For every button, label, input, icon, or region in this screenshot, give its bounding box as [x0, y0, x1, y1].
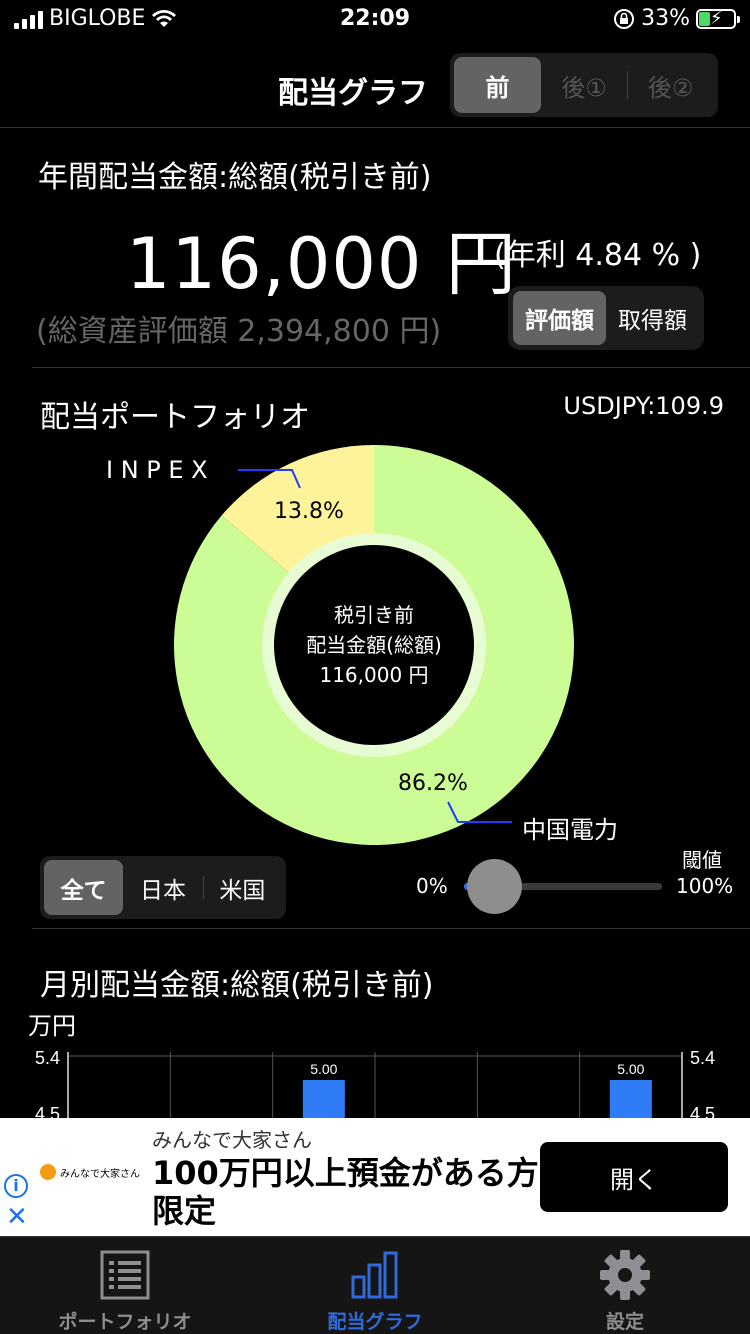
monthly-bar-chart: 5.00 5.00 5.4 4.5 5.4 4.5 — [35, 1048, 715, 1120]
monthly-bar — [609, 1080, 652, 1120]
annual-rate: (年利 4.84 % ) — [494, 238, 702, 273]
segment-after-2[interactable]: 後② — [627, 57, 714, 113]
wifi-icon — [152, 9, 177, 27]
list-icon — [100, 1250, 150, 1300]
donut-center-text: 税引き前 配当金額(総額) 116,000 円 — [274, 600, 474, 690]
ad-logo: みんなで大家さん — [40, 1164, 140, 1180]
monthly-bar-label: 5.00 — [617, 1061, 644, 1077]
tab-settings[interactable]: 設定 — [500, 1237, 750, 1334]
filter-japan[interactable]: 日本 — [139, 877, 186, 904]
inpex-leader-line — [238, 469, 301, 489]
battery-fill — [699, 11, 711, 26]
usdjpy-rate: USDJPY:109.9 — [563, 392, 724, 420]
center-line-3: 116,000 円 — [319, 663, 429, 687]
battery-icon: ⚡ — [696, 8, 740, 29]
divider — [32, 928, 750, 929]
threshold-slider-track[interactable] — [464, 883, 662, 890]
legend-chugoku: 中国電力 — [522, 816, 618, 844]
tab-settings-label: 設定 — [605, 1311, 644, 1333]
ad-logo-mark-icon — [40, 1164, 56, 1180]
ad-banner[interactable]: i ✕ みんなで大家さん みんなで大家さん 100万円以上預金がある方限定 開く — [0, 1118, 750, 1236]
nav-bar: 配当グラフ 前 後① 後② — [0, 50, 750, 128]
gear-icon — [600, 1250, 650, 1300]
tab-portfolio-label: ポートフォリオ — [58, 1311, 192, 1333]
region-filter: 全て 日本 米国 — [40, 856, 286, 919]
slider-max-label: 100% — [676, 874, 734, 898]
center-line-1: 税引き前 — [334, 603, 414, 627]
segment-after-1[interactable]: 後① — [561, 73, 607, 102]
ad-headline: 100万円以上預金がある方限定 — [152, 1154, 539, 1230]
segment-before[interactable]: 前 — [454, 57, 541, 113]
legend-inpex: I N P E X — [106, 456, 208, 484]
status-left: BIGLOBE — [14, 6, 177, 31]
clock: 22:09 — [339, 6, 411, 31]
threshold-label: 閾値 — [682, 848, 722, 872]
monthly-bar — [302, 1080, 345, 1120]
slice-label-inpex: 13.8% — [274, 499, 344, 524]
slice-label-chugoku: 86.2% — [398, 771, 468, 796]
toggle-valuation[interactable]: 評価額 — [513, 291, 606, 345]
valuation-toggle: 評価額 取得額 — [508, 286, 704, 350]
signal-icon — [14, 9, 43, 29]
y-tick-left-bottom: 4.5 — [35, 1104, 60, 1120]
page-title: 配当グラフ — [278, 76, 428, 111]
status-right: 33% ⚡ — [613, 6, 740, 31]
annual-title: 年間配当金額:総額(税引き前) — [38, 160, 432, 195]
center-line-2: 配当金額(総額) — [306, 633, 442, 657]
ad-brand: みんなで大家さん — [152, 1128, 312, 1152]
y-tick-right-top: 5.4 — [690, 1048, 715, 1068]
total-assets: (総資産評価額 2,394,800 円) — [36, 314, 442, 349]
donut-hole — [274, 545, 474, 745]
portfolio-donut-chart — [174, 445, 574, 845]
y-tick-left-top: 5.4 — [35, 1048, 60, 1068]
tab-bar: ポートフォリオ 配当グラフ 設定 — [0, 1236, 750, 1334]
divider — [32, 367, 750, 368]
monthly-title: 月別配当金額:総額(税引き前) — [40, 968, 434, 1003]
orientation-lock-icon — [614, 8, 635, 29]
toggle-acquisition[interactable]: 取得額 — [618, 308, 687, 334]
ad-close-icon[interactable]: ✕ — [6, 1202, 28, 1232]
chugoku-leader-line — [447, 801, 512, 823]
ad-info-icon[interactable]: i — [4, 1174, 28, 1198]
y-axis-unit: 万円 — [28, 1012, 76, 1040]
threshold-slider-thumb[interactable] — [467, 859, 522, 914]
ad-open-button[interactable]: 開く — [540, 1142, 728, 1212]
tab-dividend-graph-label: 配当グラフ — [327, 1311, 423, 1333]
status-bar: BIGLOBE 22:09 33% ⚡ — [0, 0, 750, 40]
monthly-bar-label: 5.00 — [310, 1061, 337, 1077]
filter-all[interactable]: 全て — [44, 860, 124, 915]
ad-logo-text: みんなで大家さん — [60, 1168, 140, 1180]
tab-dividend-graph[interactable]: 配当グラフ — [250, 1237, 500, 1334]
battery-percent: 33% — [641, 6, 690, 31]
y-tick-right-bottom: 4.5 — [690, 1104, 715, 1120]
tab-portfolio[interactable]: ポートフォリオ — [0, 1237, 250, 1334]
timing-segment: 前 後① 後② — [450, 53, 718, 117]
annual-amount: 116,000 円 — [126, 223, 517, 305]
portfolio-title: 配当ポートフォリオ — [40, 400, 310, 435]
slider-min-label: 0% — [416, 874, 448, 898]
bar-chart-icon — [351, 1251, 398, 1299]
filter-us[interactable]: 米国 — [202, 860, 282, 915]
carrier-name: BIGLOBE — [49, 6, 146, 31]
